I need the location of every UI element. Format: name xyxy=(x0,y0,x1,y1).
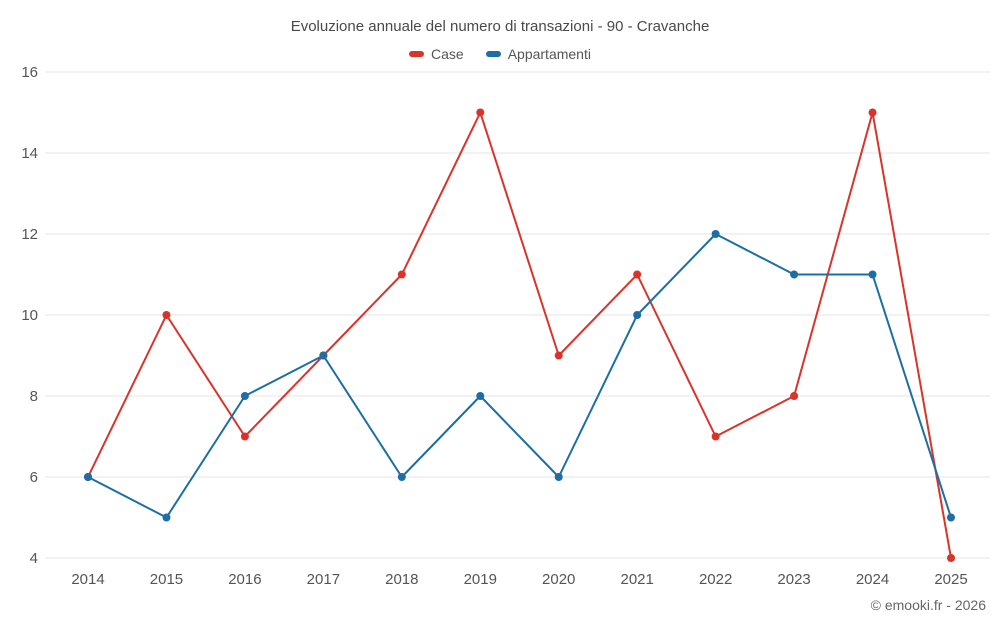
data-point-appartamenti[interactable] xyxy=(868,270,877,279)
series-line-appartamenti xyxy=(87,233,952,519)
legend-marker-case-icon xyxy=(409,51,425,57)
y-tick-label: 8 xyxy=(30,388,38,405)
data-point-case[interactable] xyxy=(868,108,877,117)
legend-item-case[interactable]: Case xyxy=(409,46,464,62)
y-tick-label: 14 xyxy=(21,145,38,162)
legend-label-case: Case xyxy=(431,46,464,62)
data-point-appartamenti[interactable] xyxy=(790,270,799,279)
chart-title: Evoluzione annuale del numero di transaz… xyxy=(290,18,710,35)
x-tick-label: 2025 xyxy=(934,571,967,588)
y-tick-label: 4 xyxy=(30,550,38,567)
legend-label-appartamenti: Appartamenti xyxy=(507,46,591,62)
data-point-case[interactable] xyxy=(476,108,485,117)
x-tick-label: 2017 xyxy=(307,571,340,588)
data-point-appartamenti[interactable] xyxy=(476,392,485,400)
data-point-appartamenti[interactable] xyxy=(397,473,406,481)
data-point-case[interactable] xyxy=(711,432,720,441)
data-point-case[interactable] xyxy=(790,392,799,400)
data-point-appartamenti[interactable] xyxy=(162,513,171,522)
y-tick-label: 12 xyxy=(21,226,38,243)
series-line-case xyxy=(87,111,952,559)
y-tick-label: 6 xyxy=(30,469,38,486)
data-point-case[interactable] xyxy=(947,554,955,562)
data-point-case[interactable] xyxy=(240,432,249,441)
y-tick-label: 10 xyxy=(21,307,38,324)
data-point-appartamenti[interactable] xyxy=(633,311,642,319)
x-tick-label: 2020 xyxy=(542,571,575,588)
data-point-case[interactable] xyxy=(554,351,563,360)
legend-marker-appartamenti-icon xyxy=(485,51,501,57)
data-point-case[interactable] xyxy=(162,311,171,319)
x-tick-label: 2016 xyxy=(228,571,261,588)
x-tick-label: 2021 xyxy=(620,571,653,588)
legend-item-appartamenti[interactable]: Appartamenti xyxy=(485,46,591,62)
chart-credit: © emooki.fr - 2026 xyxy=(870,597,986,613)
x-tick-label: 2024 xyxy=(856,571,889,588)
data-point-appartamenti[interactable] xyxy=(554,473,563,481)
data-point-appartamenti[interactable] xyxy=(240,392,249,400)
x-tick-label: 2014 xyxy=(71,571,104,588)
x-tick-label: 2023 xyxy=(777,571,810,588)
data-point-appartamenti[interactable] xyxy=(947,513,955,522)
x-tick-label: 2019 xyxy=(464,571,497,588)
y-tick-label: 16 xyxy=(21,64,38,81)
x-tick-label: 2022 xyxy=(699,571,732,588)
data-point-appartamenti[interactable] xyxy=(711,230,720,238)
data-point-appartamenti[interactable] xyxy=(84,473,92,481)
x-tick-label: 2018 xyxy=(385,571,418,588)
data-point-case[interactable] xyxy=(633,270,642,279)
x-tick-label: 2015 xyxy=(150,571,183,588)
data-point-case[interactable] xyxy=(397,270,406,279)
data-point-appartamenti[interactable] xyxy=(319,351,328,360)
chart-legend: Case Appartamenti xyxy=(0,46,1000,62)
